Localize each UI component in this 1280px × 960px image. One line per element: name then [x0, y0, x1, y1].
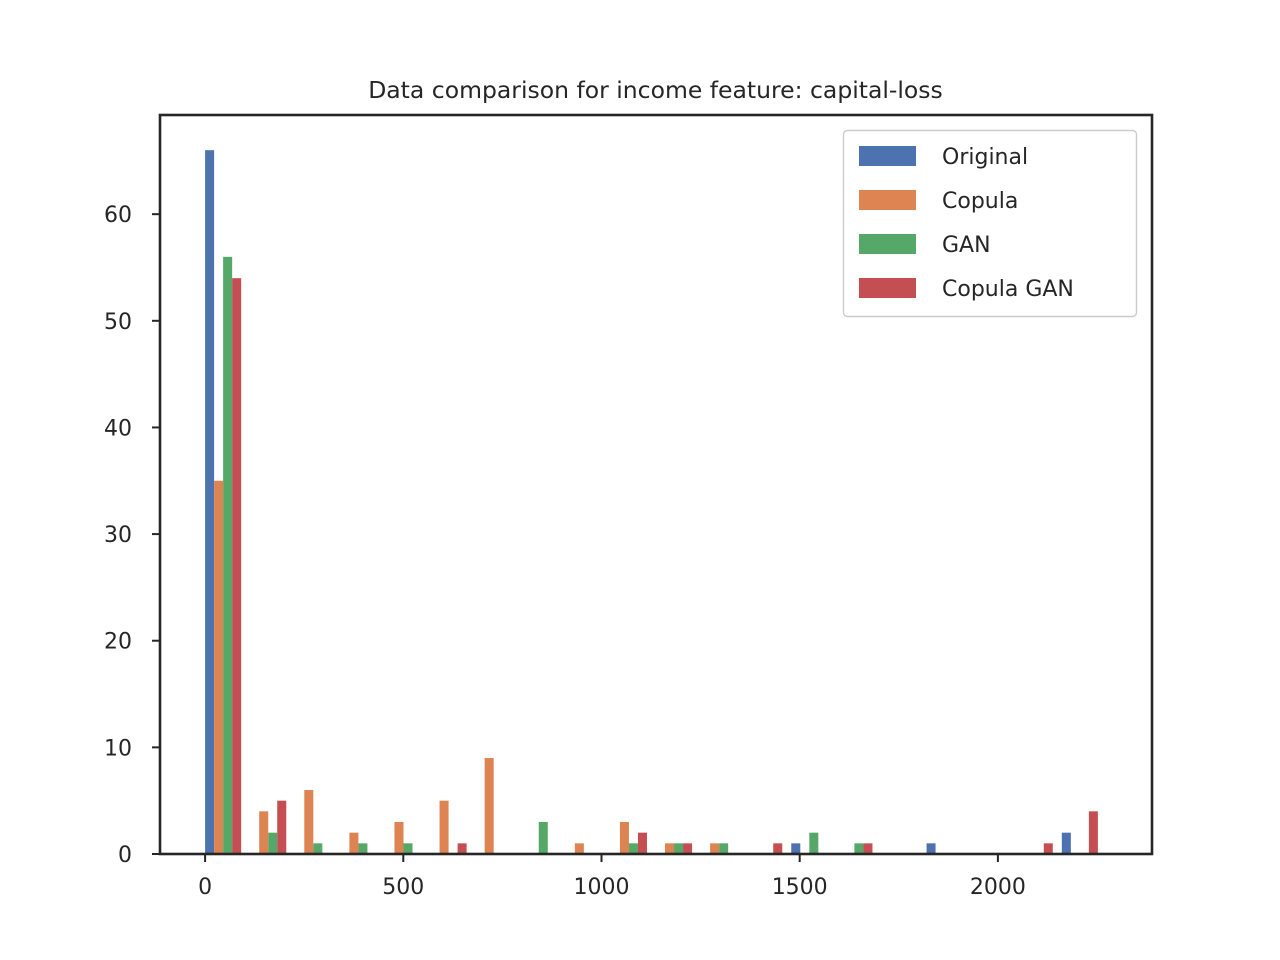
y-tick-label: 30 [104, 523, 132, 548]
y-tick-label: 20 [104, 630, 132, 655]
bars-layer [205, 150, 1098, 855]
y-tick-label: 60 [104, 203, 132, 228]
bar-copula-gan-bin-12 [773, 843, 783, 854]
bar-copula-bin-2 [304, 790, 314, 854]
bar-copula-bin-0 [214, 480, 224, 854]
bar-copula-gan-bin-0 [232, 278, 242, 854]
bar-gan-bin-9 [628, 843, 638, 854]
bar-copula-bin-1 [259, 811, 269, 854]
bar-gan-bin-10 [674, 843, 684, 854]
chart-title: Data comparison for income feature: capi… [368, 76, 943, 104]
legend-label-copula-gan: Copula GAN [942, 277, 1074, 302]
bar-copula-bin-11 [710, 843, 720, 854]
x-axis: 0 500 1000 1500 2000 [198, 854, 1026, 900]
bar-gan-bin-11 [719, 843, 729, 854]
bar-gan-bin-13 [809, 832, 819, 854]
bar-copula-gan-bin-18 [1043, 843, 1053, 854]
bar-copula-bin-6 [484, 758, 494, 854]
bar-original-bin-16 [926, 843, 936, 854]
legend-swatch-original [859, 146, 916, 166]
y-tick-label: 0 [118, 843, 132, 868]
y-tick-label: 40 [104, 416, 132, 441]
legend-swatch-gan [859, 234, 916, 254]
bar-gan-bin-2 [313, 843, 323, 854]
bar-original-bin-19 [1061, 832, 1071, 854]
bar-copula-bin-9 [619, 822, 629, 854]
x-tick-label: 0 [198, 875, 212, 900]
legend-swatch-copula-gan [859, 278, 916, 298]
bar-copula-gan-bin-5 [457, 843, 467, 854]
bar-original-bin-13 [791, 843, 801, 854]
plot-frame [158, 113, 1154, 856]
legend-swatch-copula [859, 190, 916, 210]
legend-label-copula: Copula [942, 189, 1018, 214]
y-tick-label: 50 [104, 310, 132, 335]
bar-gan-bin-1 [268, 832, 278, 854]
bar-copula-bin-3 [349, 832, 359, 854]
legend-box [842, 129, 1138, 318]
bar-gan-bin-7 [538, 822, 548, 854]
bar-copula-gan-bin-10 [683, 843, 693, 854]
x-tick-label: 500 [382, 875, 424, 900]
bar-gan-bin-3 [358, 843, 368, 854]
y-axis: 0 10 20 30 40 50 60 [104, 203, 160, 868]
bar-copula-bin-5 [439, 800, 449, 854]
x-tick-label: 1000 [573, 875, 629, 900]
bar-gan-bin-0 [223, 256, 233, 855]
bar-copula-bin-10 [665, 843, 675, 854]
y-tick-label: 10 [104, 736, 132, 761]
bar-copula-gan-bin-19 [1088, 811, 1098, 854]
bar-original-bin-0 [205, 150, 215, 854]
bar-copula-gan-bin-14 [863, 843, 873, 854]
x-tick-label: 2000 [970, 875, 1026, 900]
legend-label-gan: GAN [942, 233, 991, 258]
legend-label-original: Original [942, 145, 1028, 170]
bar-copula-gan-bin-9 [637, 832, 647, 854]
bar-gan-bin-14 [854, 843, 864, 854]
bar-gan-bin-4 [403, 843, 413, 854]
bar-copula-gan-bin-1 [277, 800, 287, 854]
x-tick-label: 1500 [772, 875, 828, 900]
legend: Original Copula GAN Copula GAN [842, 129, 1138, 318]
bar-copula-bin-8 [574, 843, 584, 854]
bar-copula-bin-4 [394, 822, 404, 854]
